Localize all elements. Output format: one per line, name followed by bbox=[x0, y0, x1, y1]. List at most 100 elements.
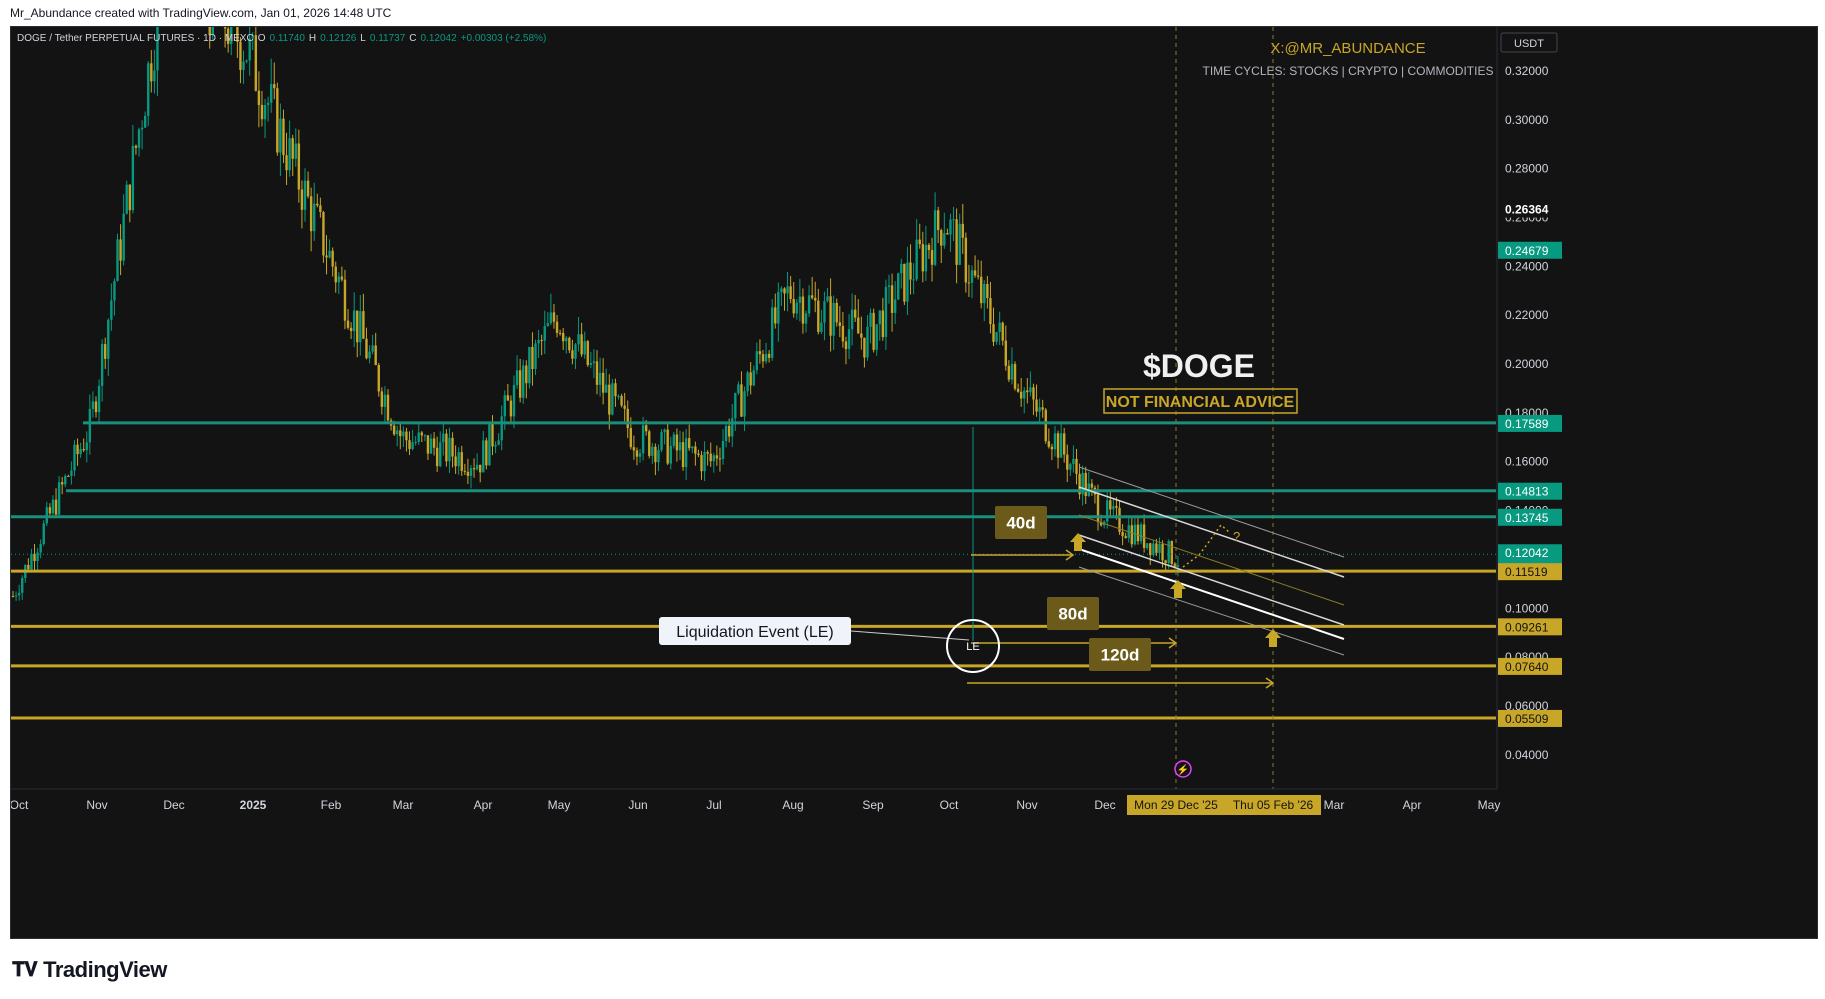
candle-body bbox=[1170, 541, 1173, 564]
candle-body bbox=[60, 482, 64, 485]
candle-body bbox=[1109, 500, 1112, 510]
arrow-120d-head bbox=[1265, 677, 1275, 689]
date-highlight-1: Mon 29 Dec '25 bbox=[1134, 798, 1218, 812]
candle-body bbox=[734, 393, 737, 419]
candle-body bbox=[749, 372, 752, 386]
candle-body bbox=[352, 310, 356, 332]
chart-pane[interactable]: ? 40d 80d 120d Liquidation Event (LE) LE X:@MR… bbox=[10, 26, 1818, 939]
question-mark: ? bbox=[1233, 529, 1240, 544]
candle-body bbox=[1161, 544, 1164, 561]
candle-body bbox=[485, 440, 488, 466]
candle-body bbox=[786, 286, 789, 294]
cycle-label-40d: 40d bbox=[1006, 514, 1035, 533]
price-tick-label: 0.04000 bbox=[1505, 748, 1549, 762]
candle-body bbox=[1115, 506, 1118, 508]
candle-body bbox=[989, 298, 992, 325]
candle-body bbox=[841, 325, 845, 342]
candle-body bbox=[654, 446, 657, 463]
candle-body bbox=[328, 250, 331, 258]
candle-body bbox=[45, 507, 49, 524]
price-badge-plain bbox=[1498, 200, 1562, 218]
channel-line bbox=[1078, 514, 1345, 606]
candle-body bbox=[565, 337, 568, 342]
time-tick-label: Dec bbox=[163, 798, 184, 812]
candle-body bbox=[239, 41, 242, 70]
price-chart[interactable]: ? 40d 80d 120d Liquidation Event (LE) LE X:@MR… bbox=[11, 27, 1817, 938]
candle-body bbox=[515, 370, 519, 385]
tradingview-logo[interactable]: 𝐓𝐕 TradingView bbox=[12, 955, 167, 985]
candle-body bbox=[276, 88, 279, 153]
price-badge-label: 0.11519 bbox=[1505, 565, 1548, 579]
candle-body bbox=[51, 499, 55, 514]
candle-body bbox=[678, 442, 682, 451]
candle-body bbox=[771, 307, 774, 358]
candle-body bbox=[399, 430, 402, 437]
candle-body bbox=[1121, 531, 1124, 537]
candle-body bbox=[903, 263, 906, 302]
candle-body bbox=[1173, 563, 1177, 567]
candle-body bbox=[853, 309, 857, 318]
candle-body bbox=[303, 180, 307, 210]
handle-text: X:@MR_ABUNDANCE bbox=[1270, 40, 1425, 57]
candle-body bbox=[589, 363, 593, 365]
candle-body bbox=[426, 435, 430, 454]
candle-body bbox=[743, 391, 746, 417]
legend-h-label: H bbox=[309, 33, 316, 44]
candle-body bbox=[986, 283, 989, 299]
candle-body bbox=[949, 219, 952, 235]
candle-body bbox=[826, 296, 829, 302]
candle-body bbox=[316, 203, 319, 206]
candle-body bbox=[814, 297, 817, 301]
candle-body bbox=[479, 464, 482, 473]
candle-body bbox=[709, 453, 712, 462]
price-badge-label: 0.07640 bbox=[1505, 660, 1549, 674]
candle-body bbox=[448, 437, 451, 462]
candle-body bbox=[371, 345, 374, 352]
legend-o-label: O bbox=[258, 33, 266, 44]
candle-body bbox=[721, 440, 725, 459]
candle-body bbox=[1139, 524, 1143, 542]
candle-body bbox=[568, 337, 571, 351]
candle-body bbox=[423, 435, 427, 437]
candle-body bbox=[694, 446, 697, 454]
candle-body bbox=[1167, 541, 1170, 563]
candle-body bbox=[282, 118, 285, 156]
projection-path bbox=[1182, 523, 1230, 568]
candle-body bbox=[632, 447, 636, 451]
price-tick-label: 0.20000 bbox=[1505, 357, 1549, 371]
candle-body bbox=[442, 433, 445, 443]
time-tick-label: Aug bbox=[782, 798, 803, 812]
candle-body bbox=[703, 452, 706, 472]
price-badge-label: 0.26364 bbox=[1505, 203, 1549, 217]
candle-body bbox=[1106, 500, 1109, 522]
time-tick-label: Nov bbox=[86, 798, 107, 812]
candle-body bbox=[475, 464, 479, 470]
candle-body bbox=[881, 310, 885, 338]
candle-body bbox=[890, 285, 894, 313]
candle-body bbox=[1152, 543, 1155, 555]
candle-body bbox=[577, 334, 580, 345]
price-badge-teal bbox=[1498, 414, 1562, 432]
candle-body bbox=[313, 203, 316, 232]
candle-body bbox=[263, 105, 267, 120]
candle-body bbox=[909, 262, 912, 280]
candle-body bbox=[641, 425, 645, 454]
disclaimer-box bbox=[1103, 388, 1298, 414]
price-tick-label: 0.16000 bbox=[1505, 455, 1549, 469]
candle-body bbox=[97, 385, 101, 413]
candle-body bbox=[260, 104, 264, 120]
channel-line bbox=[1078, 466, 1345, 558]
time-tick-label: May bbox=[1478, 798, 1501, 812]
cycle-label-120d: 120d bbox=[1101, 646, 1140, 665]
candle-body bbox=[1035, 399, 1038, 412]
legend-low: 0.11737 bbox=[370, 33, 406, 44]
candle-body bbox=[134, 145, 138, 148]
date-highlight-box bbox=[1225, 795, 1321, 815]
candle-body bbox=[715, 455, 719, 459]
time-tick-label: Apr bbox=[474, 798, 493, 812]
candle-body bbox=[970, 270, 974, 283]
candle-body bbox=[983, 283, 986, 304]
candle-body bbox=[995, 332, 998, 342]
candle-body bbox=[48, 507, 52, 514]
candle-body bbox=[33, 553, 36, 561]
